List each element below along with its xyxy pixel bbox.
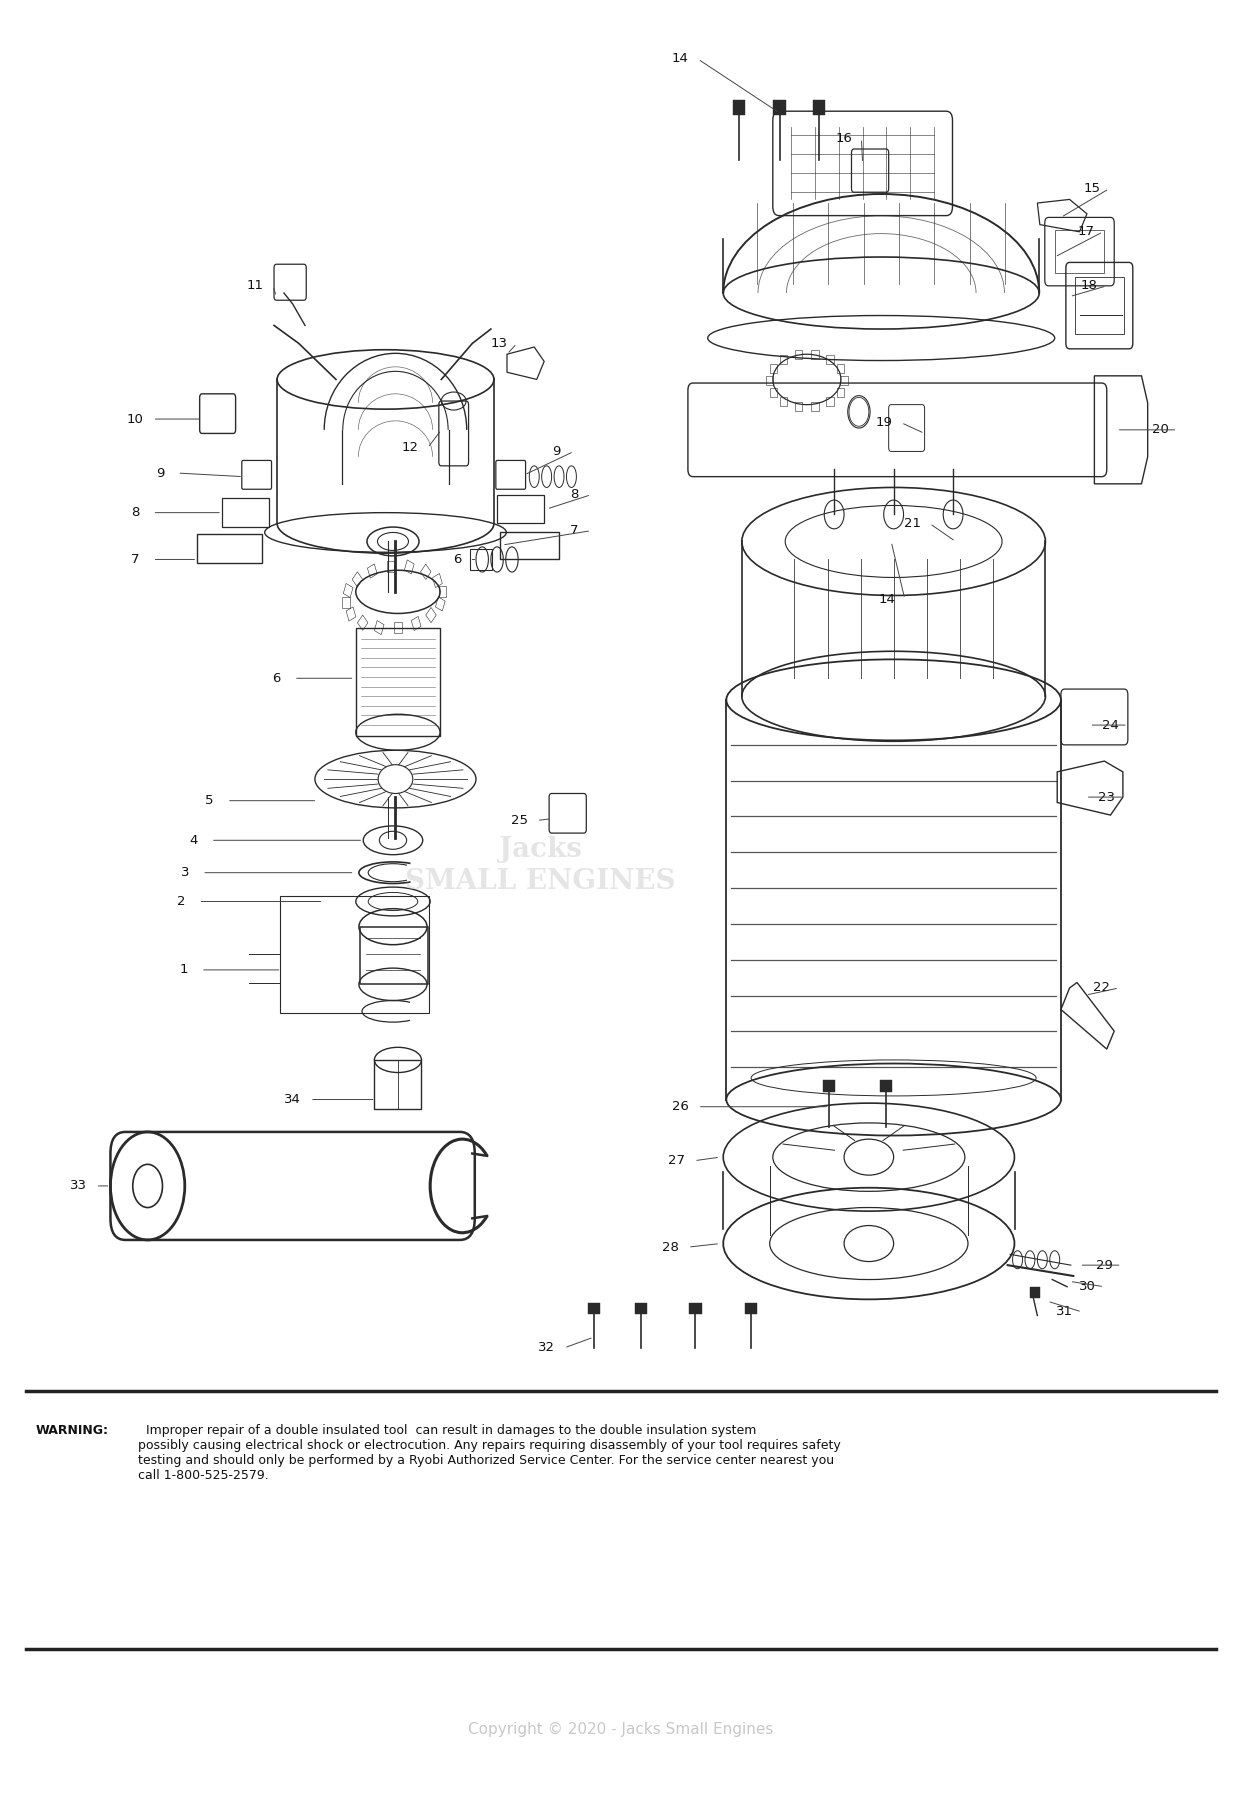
- Bar: [1074, 278, 1124, 334]
- Text: 7: 7: [570, 525, 579, 537]
- Text: 25: 25: [510, 813, 528, 828]
- Text: 10: 10: [127, 413, 144, 426]
- Bar: [826, 355, 833, 364]
- Bar: [745, 1304, 758, 1314]
- Text: 4: 4: [189, 833, 197, 847]
- Bar: [368, 564, 378, 579]
- Bar: [841, 375, 848, 384]
- Bar: [426, 608, 436, 622]
- Bar: [733, 101, 745, 115]
- Text: Improper repair of a double insulated tool  can result in damages to the double : Improper repair of a double insulated to…: [138, 1424, 841, 1482]
- Bar: [837, 388, 845, 397]
- Bar: [436, 597, 445, 611]
- Bar: [811, 402, 818, 411]
- Text: 32: 32: [538, 1341, 555, 1354]
- Bar: [837, 364, 845, 373]
- Bar: [774, 101, 786, 115]
- Bar: [499, 532, 559, 559]
- Text: 18: 18: [1081, 279, 1098, 292]
- Text: 33: 33: [70, 1179, 87, 1192]
- Text: Jacks
SMALL ENGINES: Jacks SMALL ENGINES: [405, 837, 676, 894]
- Text: 6: 6: [453, 554, 462, 566]
- Bar: [689, 1304, 702, 1314]
- Bar: [1030, 1287, 1040, 1298]
- Text: 8: 8: [132, 507, 139, 519]
- Text: 30: 30: [1078, 1280, 1095, 1293]
- Text: 11: 11: [247, 279, 265, 292]
- Bar: [394, 622, 401, 633]
- Bar: [823, 1080, 836, 1093]
- Bar: [881, 1080, 893, 1093]
- Bar: [635, 1304, 647, 1314]
- Bar: [770, 364, 777, 373]
- Bar: [358, 615, 368, 631]
- Bar: [432, 573, 442, 588]
- Bar: [780, 397, 787, 406]
- Text: 29: 29: [1095, 1258, 1113, 1271]
- Bar: [811, 350, 818, 359]
- Bar: [374, 1060, 421, 1109]
- Text: 1: 1: [179, 963, 188, 977]
- Text: 31: 31: [1056, 1305, 1073, 1318]
- Bar: [421, 564, 431, 579]
- Text: 9: 9: [155, 467, 164, 480]
- Text: 3: 3: [180, 865, 189, 880]
- Bar: [587, 1304, 600, 1314]
- Bar: [497, 494, 544, 523]
- Bar: [374, 620, 384, 635]
- Bar: [780, 355, 787, 364]
- Text: 6: 6: [272, 673, 281, 685]
- Text: 15: 15: [1083, 182, 1100, 195]
- Text: 27: 27: [668, 1154, 686, 1167]
- Bar: [795, 350, 802, 359]
- Text: 13: 13: [491, 337, 508, 350]
- Text: 14: 14: [879, 593, 895, 606]
- Bar: [766, 375, 774, 384]
- Text: 8: 8: [570, 489, 578, 501]
- Text: 20: 20: [1151, 424, 1169, 436]
- Bar: [1054, 231, 1104, 274]
- Bar: [197, 534, 262, 563]
- Text: 14: 14: [672, 52, 689, 65]
- Text: WARNING:: WARNING:: [36, 1424, 109, 1437]
- Bar: [770, 388, 777, 397]
- Text: 5: 5: [205, 793, 214, 808]
- Text: 7: 7: [130, 554, 139, 566]
- Text: 16: 16: [836, 132, 852, 144]
- Text: 2: 2: [176, 894, 185, 909]
- Text: 21: 21: [904, 517, 920, 530]
- Bar: [281, 896, 428, 1013]
- Text: 24: 24: [1102, 719, 1119, 732]
- Text: 22: 22: [1093, 981, 1110, 995]
- Text: Copyright © 2020 - Jacks Small Engines: Copyright © 2020 - Jacks Small Engines: [468, 1722, 774, 1736]
- Bar: [222, 498, 270, 526]
- Text: 19: 19: [876, 416, 892, 429]
- Text: 34: 34: [284, 1093, 301, 1105]
- Bar: [814, 101, 826, 115]
- Bar: [347, 608, 356, 620]
- Text: 17: 17: [1077, 225, 1094, 238]
- Bar: [826, 397, 833, 406]
- Bar: [438, 586, 446, 597]
- Text: 23: 23: [1098, 790, 1115, 804]
- Bar: [411, 617, 421, 631]
- Bar: [343, 597, 349, 608]
- Text: 26: 26: [672, 1100, 689, 1112]
- Bar: [343, 584, 353, 597]
- Bar: [469, 548, 492, 570]
- Bar: [795, 402, 802, 411]
- Bar: [386, 561, 394, 572]
- Text: 9: 9: [553, 445, 560, 458]
- Text: 28: 28: [662, 1240, 679, 1253]
- Bar: [405, 561, 414, 573]
- Bar: [353, 572, 363, 588]
- Text: 12: 12: [402, 442, 419, 454]
